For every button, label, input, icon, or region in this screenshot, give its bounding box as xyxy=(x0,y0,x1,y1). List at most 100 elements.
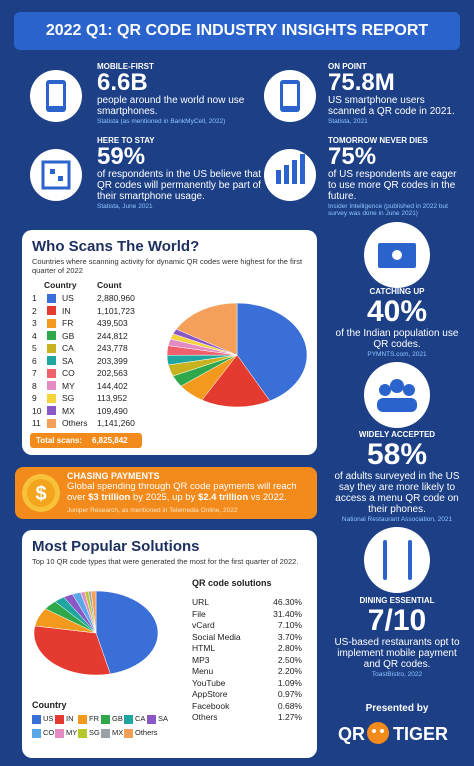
solution-name: YouTube xyxy=(192,677,226,688)
pie-slice xyxy=(175,302,238,356)
stat: ON POINT 75.8M US smartphone users scanned… xyxy=(328,62,463,125)
legend-label: Others xyxy=(135,728,158,737)
stat-text: of the Indian population use QR codes. xyxy=(335,328,459,350)
solution-name: Facebook xyxy=(192,700,230,711)
solution-name: File xyxy=(192,608,206,619)
rank: 1 xyxy=(32,293,37,303)
country: US xyxy=(62,293,74,303)
stat: HERE TO STAY 59% of respondents in the US … xyxy=(97,136,262,210)
stat-value: 40% xyxy=(366,295,428,328)
solution-name: MP3 xyxy=(192,654,210,665)
country: Others xyxy=(62,418,88,428)
stat-text: US-based restaurants opt to implement mo… xyxy=(334,637,460,670)
total-bar: Total scans: 6,825,842 xyxy=(30,433,142,448)
payments-source: Juniper Research, as mentioned in Teleme… xyxy=(67,507,238,514)
stat-source: Statista, 2021 xyxy=(328,118,368,125)
text-bold: $3 trillion xyxy=(88,491,131,503)
total-value: 6,825,842 xyxy=(92,436,128,445)
stat: TOMORROW NEVER DIES 75% of US respondents … xyxy=(328,136,463,217)
legend-label: FR xyxy=(89,714,99,723)
stat-label: WIDELY ACCEPTED xyxy=(358,430,436,439)
solution-share: 2.50% xyxy=(277,654,302,665)
pie-slice xyxy=(95,590,159,675)
solution-share: 7.10% xyxy=(277,620,302,630)
color-key xyxy=(47,368,56,378)
color-key xyxy=(47,293,56,303)
legend-key xyxy=(55,728,64,738)
stat-label: DINING ESSENTIAL xyxy=(359,596,435,605)
stat-source: ToastBistro, 2022 xyxy=(371,671,423,678)
color-key xyxy=(47,331,56,340)
title: 2022 Q1: QR CODE INDUSTRY INSIGHTS REPOR… xyxy=(14,12,460,50)
stat-value: 59% xyxy=(97,143,146,170)
stat-source: Statista, June 2021 xyxy=(97,203,153,210)
text: by 2025, up by xyxy=(130,491,198,503)
solution-share: 1.09% xyxy=(277,677,302,688)
stat-label: MOBILE-FIRST xyxy=(97,62,154,71)
scans-title: Who Scans The World? xyxy=(32,238,200,255)
pie-slice xyxy=(236,302,308,402)
legend-label: CA xyxy=(135,714,146,723)
list-title: QR code solutions xyxy=(192,578,272,588)
solution-share: 2.20% xyxy=(277,666,302,676)
legend-key xyxy=(78,714,87,724)
legend-label: CO xyxy=(43,728,55,737)
solution-name: Others xyxy=(192,712,218,722)
legend-title: Country xyxy=(32,700,67,710)
presented-by: Presented by xyxy=(365,703,429,714)
stat-source: Statista (as mentioned in BankMyCell, 20… xyxy=(97,118,226,125)
stat-value: 75.8M xyxy=(328,69,395,96)
col-country: Country xyxy=(44,280,77,290)
legend-label: IN xyxy=(66,714,74,723)
text: vs 2022. xyxy=(248,491,287,503)
country: FR xyxy=(62,318,74,328)
rank: 2 xyxy=(32,305,37,316)
solution-share: 31.40% xyxy=(273,608,302,619)
count: 2,880,960 xyxy=(97,293,135,303)
stat: CATCHING UP 40% of the Indian population u… xyxy=(330,287,464,358)
total-label: Total scans: xyxy=(36,436,83,445)
coin-icon: $ xyxy=(22,474,60,512)
solution-name: Menu xyxy=(192,666,214,676)
count: 203,399 xyxy=(97,355,128,366)
color-key xyxy=(47,393,56,403)
rank: 7 xyxy=(32,368,37,378)
color-key xyxy=(47,381,56,390)
stat: DINING ESSENTIAL 7/10 US-based restaurants… xyxy=(330,596,464,678)
brand-left: QR xyxy=(338,724,365,744)
pie-slice xyxy=(33,625,111,676)
country: SA xyxy=(62,355,74,366)
count: 202,563 xyxy=(97,368,128,378)
stat-source: PYMNTS.com, 2021 xyxy=(367,351,427,358)
count: 1,101,723 xyxy=(97,305,135,316)
rank: 8 xyxy=(32,380,37,391)
solutions-subtitle: Top 10 QR code types that were generated… xyxy=(32,557,299,566)
solution-share: 1.27% xyxy=(277,712,302,722)
legend-label: SG xyxy=(89,728,100,737)
scans-pie xyxy=(166,302,308,408)
country: MX xyxy=(62,405,75,416)
legend-key xyxy=(32,728,41,738)
brand: QR TIGER xyxy=(336,720,460,746)
solution-share: 0.97% xyxy=(277,689,302,699)
count: 113,952 xyxy=(97,393,128,403)
rank: 5 xyxy=(32,343,37,353)
stat-source: National Restaurant Association, 2021 xyxy=(341,516,453,523)
solution-name: HTML xyxy=(192,643,216,653)
text: Global spending through QR code payments… xyxy=(67,481,297,503)
stat-label: CATCHING UP xyxy=(369,287,425,296)
solution-name: vCard xyxy=(192,620,215,630)
count: 144,402 xyxy=(97,380,128,391)
stat-label: TOMORROW NEVER DIES xyxy=(328,136,428,145)
solution-share: 0.68% xyxy=(277,700,302,711)
solution-name: URL xyxy=(192,597,210,607)
solution-name: AppStore xyxy=(192,689,228,699)
country: CO xyxy=(62,368,75,378)
solutions-pie xyxy=(33,590,159,676)
color-key xyxy=(47,343,56,353)
rank: 11 xyxy=(32,418,41,428)
country: SG xyxy=(62,393,75,403)
stat-text: US smartphone users scanned a QR code in… xyxy=(328,95,455,117)
pie-slice xyxy=(201,354,271,408)
